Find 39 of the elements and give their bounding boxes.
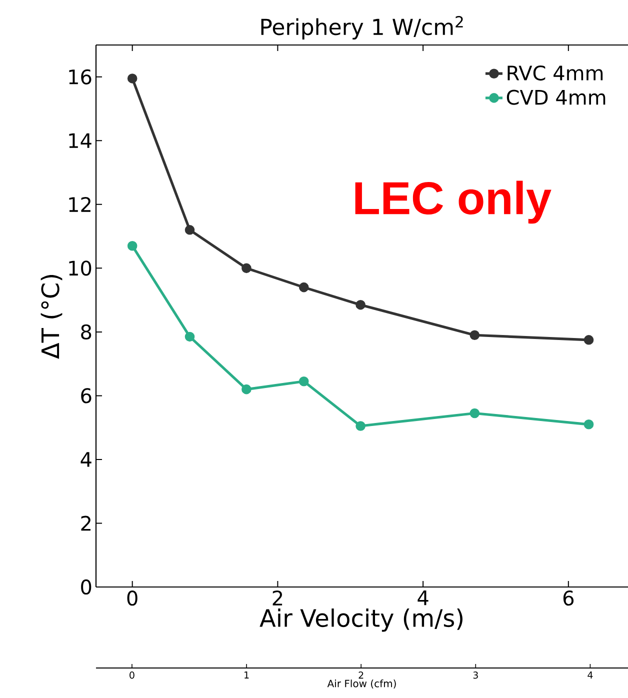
chart-title: Periphery 1 W/cm$^{2}$ — [261, 16, 463, 40]
x2-tick-label: 1 — [244, 672, 249, 678]
y-tick-label: 6 — [81, 388, 92, 404]
point — [242, 263, 252, 274]
legend-label: CVD 4mm — [506, 90, 606, 105]
point — [298, 282, 309, 292]
point — [470, 330, 480, 340]
point — [298, 376, 309, 386]
y-tick-label: 14 — [69, 133, 92, 148]
y-tick-label: 8 — [81, 324, 92, 340]
point — [184, 225, 195, 235]
x2-tick-label: 2 — [358, 672, 364, 679]
point — [470, 408, 480, 418]
x-axis-title: Air Velocity (m/s) — [260, 608, 462, 632]
point — [127, 240, 138, 251]
y-tick-label: 16 — [69, 69, 92, 84]
point — [584, 335, 594, 345]
point — [184, 332, 195, 342]
point — [242, 384, 252, 394]
y-tick-label: 12 — [69, 196, 90, 212]
y-tick-label: 10 — [69, 260, 92, 276]
x-tick-label: 4 — [418, 590, 428, 606]
point — [356, 300, 366, 310]
x2-axis-title: Air Flow (cfm) — [327, 680, 396, 688]
x-tick-label: 2 — [272, 590, 282, 606]
y-tick-label: 0 — [81, 579, 92, 595]
y-tick-label: 2 — [81, 516, 90, 531]
x2-tick-label: 3 — [473, 672, 478, 679]
y-axis-title: ΔT (°C) — [40, 274, 62, 359]
annotation: LEC only — [355, 180, 552, 224]
x-tick-label: 0 — [127, 590, 138, 606]
y-tick-label: 4 — [80, 452, 92, 467]
legend-label: RVC 4mm — [508, 65, 603, 81]
point — [584, 419, 594, 430]
x-tick-label: 6 — [563, 590, 574, 606]
point — [127, 74, 138, 84]
x2-tick-label: 4 — [588, 672, 593, 678]
x2-tick-label: 0 — [130, 672, 134, 679]
point — [356, 421, 366, 431]
